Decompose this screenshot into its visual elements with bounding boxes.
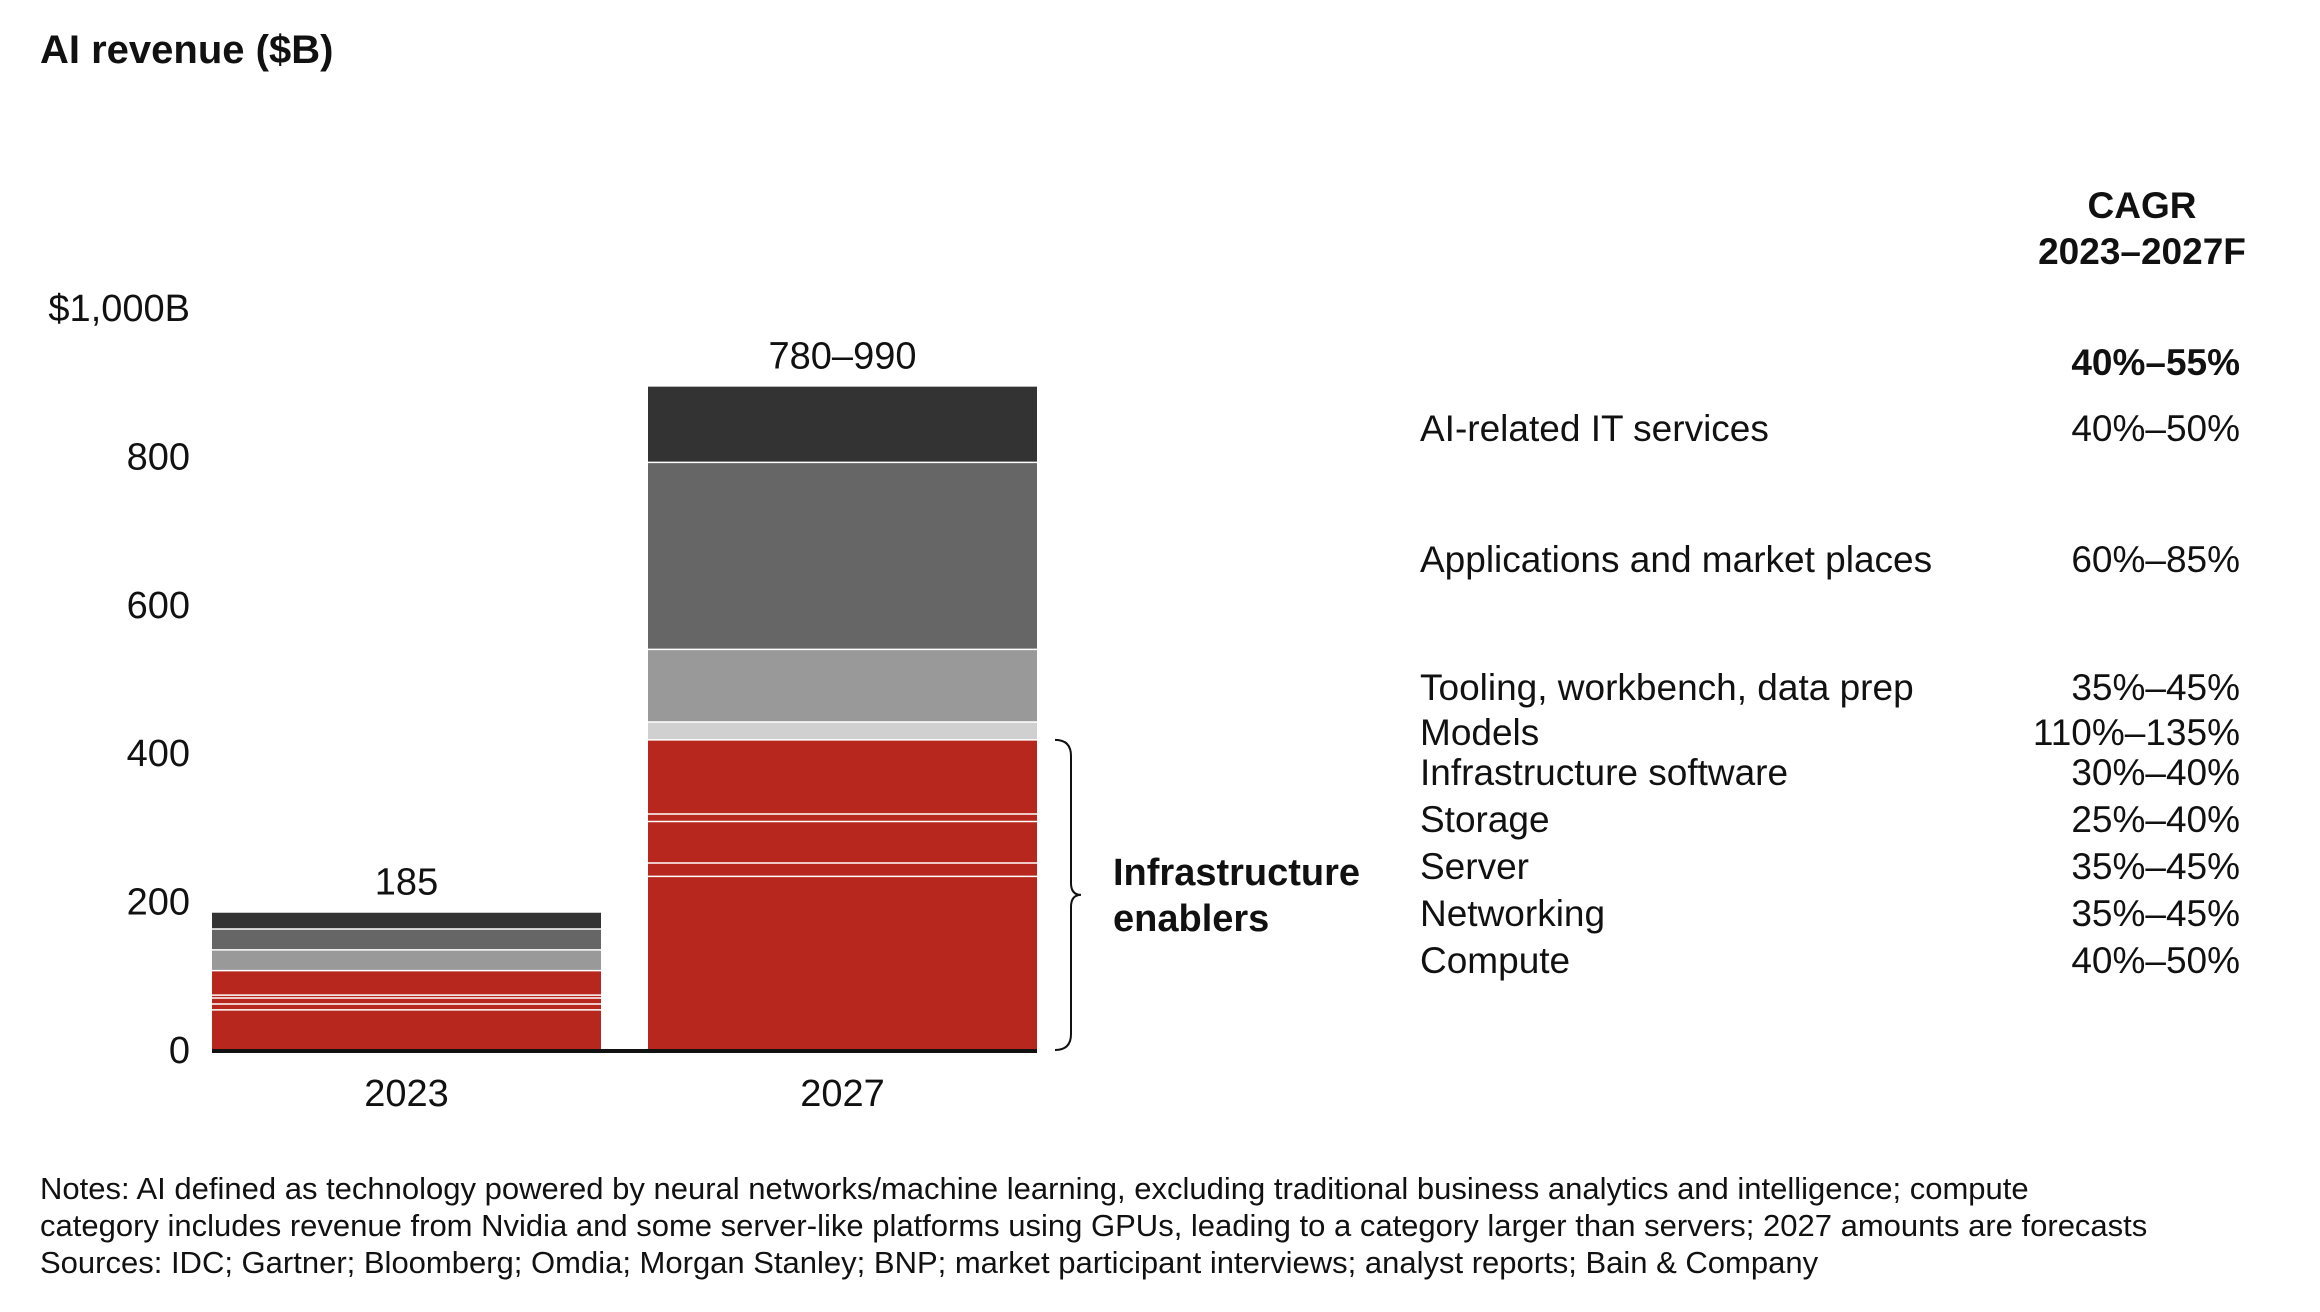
legend-label: Compute (1420, 940, 1570, 981)
bar-segment-tooling-workbench-data-prep (212, 949, 601, 971)
bar-segment-ai-related-it-services (212, 912, 601, 930)
bar-total-label: 780–990 (769, 336, 917, 378)
notes-block: Notes: AI defined as technology powered … (40, 1170, 2300, 1281)
notes-line-2: category includes revenue from Nvidia an… (40, 1208, 2148, 1243)
bar-segment-applications-and-market-places (648, 462, 1037, 650)
legend-label: Networking (1420, 893, 1605, 934)
chart-title: AI revenue ($B) (40, 28, 334, 72)
y-tick-label: 800 (127, 436, 190, 478)
legend-label: Tooling, workbench, data prep (1420, 667, 1914, 708)
legend-cagr-value: 60%–85% (2071, 539, 2240, 580)
bar-segment-ai-related-it-services (648, 386, 1037, 463)
legend-label: Infrastructure software (1420, 752, 1788, 793)
bracket-label: enablers (1113, 898, 1269, 940)
y-tick-label: 200 (127, 882, 190, 924)
y-tick-label: 400 (127, 733, 190, 775)
bar-segment-infrastructure-software (212, 970, 601, 996)
y-tick-label: $1,000B (48, 288, 190, 330)
cagr-header: 2023–2027F (2038, 231, 2246, 272)
legend-label: AI-related IT services (1420, 408, 1769, 449)
legend-cagr-value: 35%–45% (2071, 846, 2240, 887)
bar-segment-networking (648, 863, 1037, 877)
bar-segment-server (648, 821, 1037, 864)
bar-segment-server (212, 998, 601, 1004)
bar-total-label: 185 (375, 862, 438, 904)
y-tick-label: 0 (169, 1030, 190, 1072)
x-tick-label: 2023 (364, 1073, 449, 1115)
legend-label: Server (1420, 846, 1529, 887)
legend-label: Applications and market places (1420, 539, 1932, 580)
bar-segment-applications-and-market-places (212, 929, 601, 950)
legend-cagr-value: 35%–45% (2071, 893, 2240, 934)
bracket (1054, 738, 1082, 1051)
legend-cagr-value: 25%–40% (2071, 799, 2240, 840)
notes-line-1: Notes: AI defined as technology powered … (40, 1171, 2029, 1206)
bar-segment-storage (648, 814, 1037, 822)
sources-line: Sources: IDC; Gartner; Bloomberg; Omdia;… (40, 1245, 1819, 1280)
cagr-header: CAGR (2088, 185, 2197, 226)
legend-label: Storage (1420, 799, 1550, 840)
bracket-label: Infrastructure (1113, 852, 1360, 894)
bar-segment-infrastructure-software (648, 739, 1037, 815)
legend-cagr-value: 35%–45% (2071, 667, 2240, 708)
bar-segment-tooling-workbench-data-prep (648, 649, 1037, 723)
y-tick-label: 600 (127, 585, 190, 627)
bar-segment-compute (648, 876, 1037, 1050)
cagr-total: 40%–55% (2071, 342, 2240, 383)
x-tick-label: 2027 (800, 1073, 885, 1115)
bar-segment-networking (212, 1003, 601, 1010)
bar-segment-compute (212, 1009, 601, 1050)
legend-label: Models (1420, 712, 1539, 753)
legend-cagr-value: 40%–50% (2071, 940, 2240, 981)
bar-segment-models (648, 722, 1037, 740)
legend-cagr-value: 40%–50% (2071, 408, 2240, 449)
legend-cagr-value: 30%–40% (2071, 752, 2240, 793)
legend-cagr-value: 110%–135% (2033, 712, 2240, 753)
bar-segment-storage (212, 995, 601, 999)
